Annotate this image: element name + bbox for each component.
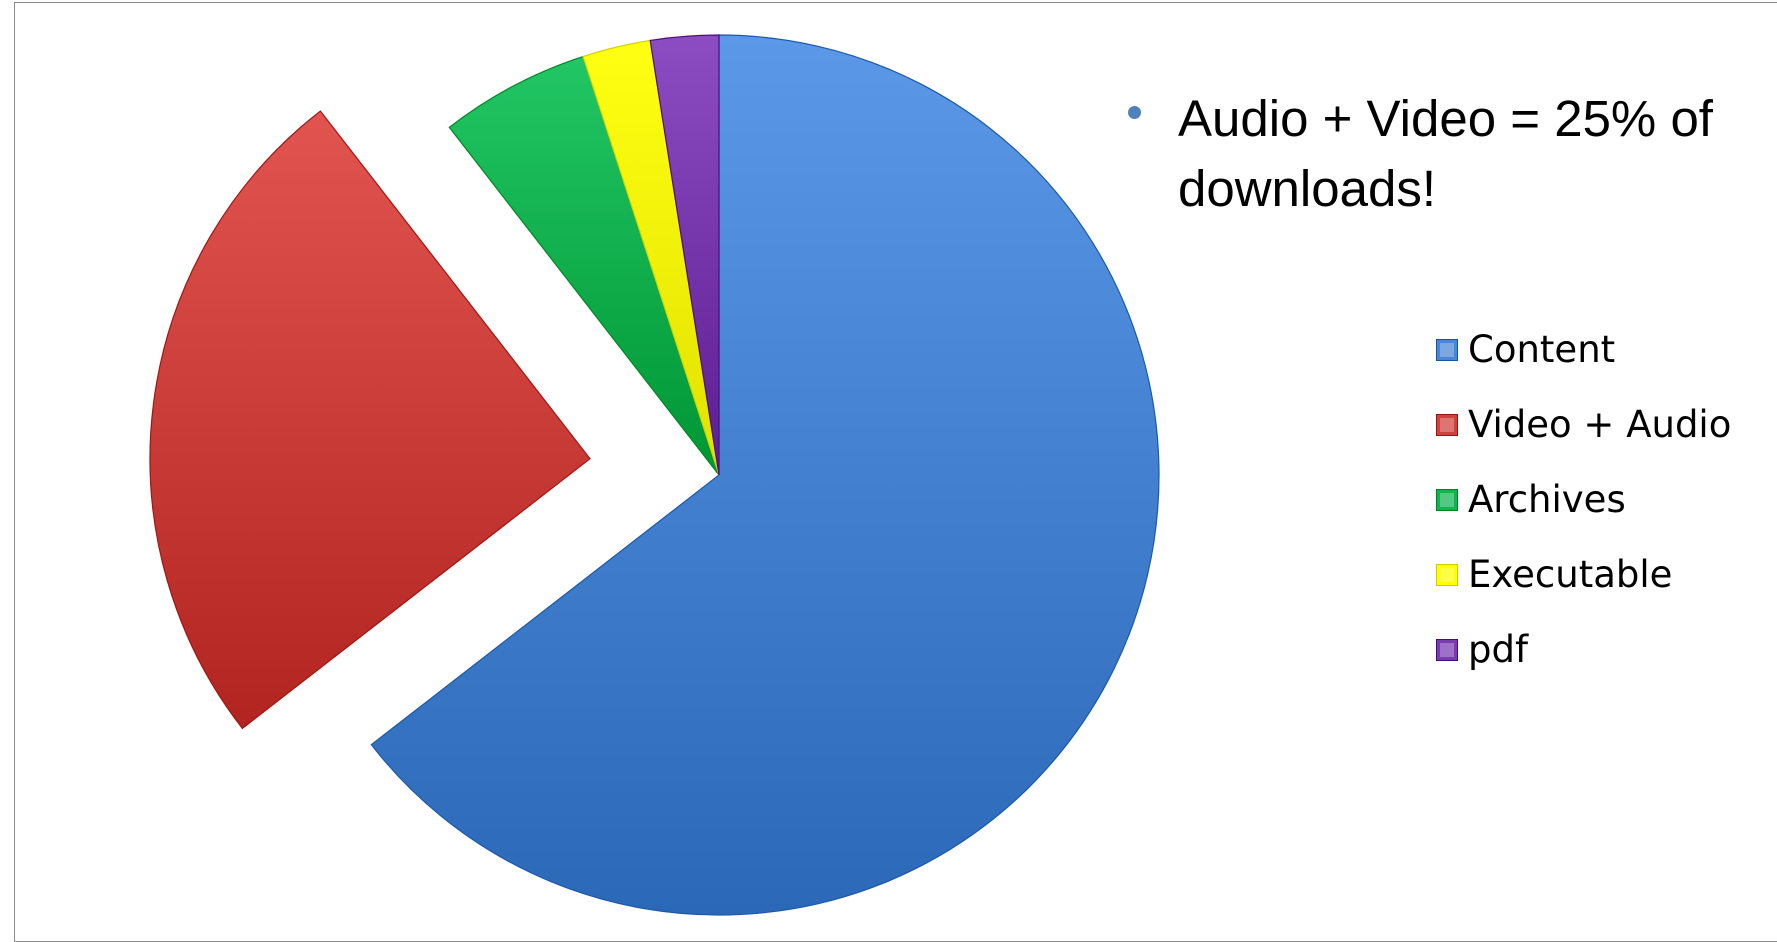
legend-label-content: Content bbox=[1468, 328, 1616, 371]
legend-item-archives: Archives bbox=[1436, 462, 1731, 537]
pie-slice-pdf bbox=[649, 34, 720, 476]
legend-item-pdf: pdf bbox=[1436, 612, 1731, 687]
legend-item-content: Content bbox=[1436, 312, 1731, 387]
legend-label-pdf: pdf bbox=[1468, 628, 1528, 671]
pie-slice-video-audio bbox=[149, 110, 591, 730]
bullet-dot-icon bbox=[1128, 106, 1141, 119]
legend-label-executable: Executable bbox=[1468, 553, 1673, 596]
pie-slice-archives bbox=[448, 55, 720, 476]
legend-swatch-video-audio bbox=[1436, 413, 1458, 436]
legend-label-video-audio: Video + Audio bbox=[1468, 403, 1732, 446]
legend-item-video-audio: Video + Audio bbox=[1436, 387, 1731, 462]
pie-slice-content bbox=[370, 34, 1160, 916]
legend-swatch-archives bbox=[1436, 488, 1458, 511]
legend-swatch-pdf bbox=[1436, 638, 1458, 661]
annotation-text: Audio + Video = 25% of downloads! bbox=[1178, 90, 1713, 217]
legend-swatch-executable bbox=[1436, 563, 1458, 586]
legend-label-archives: Archives bbox=[1468, 478, 1626, 521]
chart-legend: Content Video + Audio Archives Executable pd… bbox=[1436, 312, 1731, 687]
legend-item-executable: Executable bbox=[1436, 537, 1731, 612]
legend-swatch-content bbox=[1436, 338, 1458, 361]
